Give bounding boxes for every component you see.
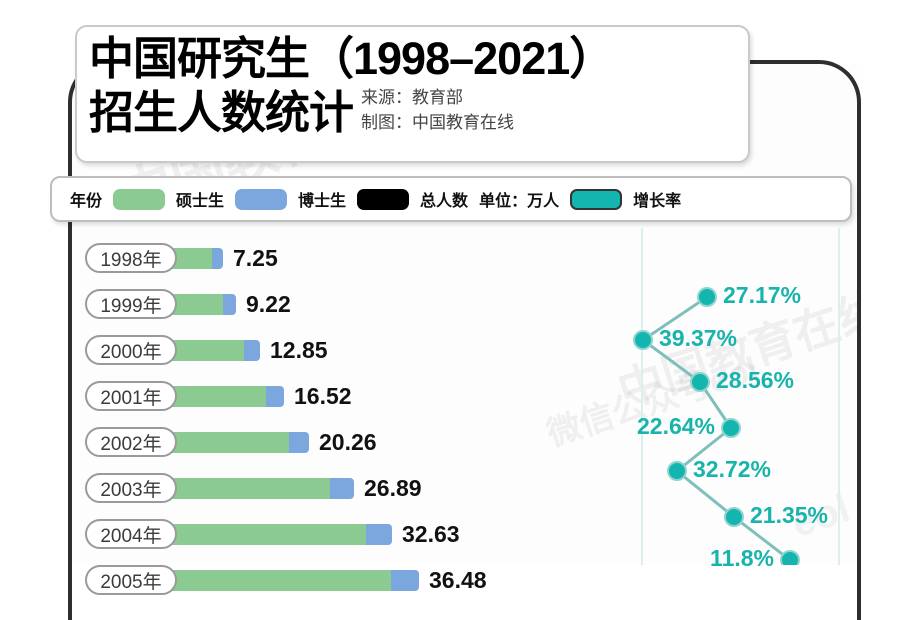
legend-growth-label: 增长率 (633, 193, 682, 210)
bar-segment-master (168, 570, 391, 591)
page-title-line1: 中国研究生（1998–2021） (89, 33, 614, 84)
total-value: 12.85 (270, 337, 328, 363)
stacked-bar (168, 248, 223, 269)
bar-segment-master (168, 248, 212, 269)
growth-rate-label: 11.8% (710, 545, 774, 571)
growth-rate-label: 28.56% (716, 367, 795, 393)
year-pill: 2003年 (85, 473, 177, 503)
legend-total-label: 总人数 (420, 193, 469, 210)
legend-master-label: 硕士生 (176, 193, 225, 210)
bar-segment-master (168, 524, 366, 545)
bar-segment-doctor (366, 524, 392, 545)
page-title-line2: 招生人数统计 (89, 87, 354, 138)
stacked-bar (168, 432, 309, 453)
total-value: 16.52 (294, 383, 352, 409)
total-value: 9.22 (246, 291, 291, 317)
total-value: 32.63 (402, 521, 460, 547)
table-row: 2000年 12.85 (0, 331, 900, 371)
year-pill: 2002年 (85, 427, 177, 457)
legend-year-label: 年份 (70, 193, 103, 210)
year-pill: 2005年 (85, 565, 177, 595)
chart-legend: 年份 硕士生 博士生 总人数 单位：万人 增长率 (50, 176, 852, 222)
stacked-bar (168, 294, 236, 315)
bar-segment-master (168, 478, 330, 499)
table-row: 2003年 26.89 (0, 469, 900, 509)
total-value: 26.89 (364, 475, 422, 501)
legend-swatch-growth (570, 188, 623, 210)
stacked-bar (168, 340, 260, 361)
table-row: 1998年 7.25 (0, 239, 900, 279)
legend-unit-label: 单位：万人 (479, 193, 560, 210)
growth-rate-label: 27.17% (723, 282, 802, 308)
table-row: 2001年 16.52 (0, 377, 900, 417)
bar-segment-master (168, 386, 266, 407)
legend-swatch-doctor (235, 188, 288, 210)
total-value: 20.26 (319, 429, 377, 455)
bar-segment-doctor (244, 340, 260, 361)
bar-segment-doctor (223, 294, 236, 315)
bar-segment-doctor (266, 386, 284, 407)
stacked-bar (168, 524, 392, 545)
legend-doctor-label: 博士生 (298, 193, 347, 210)
table-row: 1999年 9.22 (0, 285, 900, 325)
table-row: 2004年 32.63 (0, 515, 900, 555)
year-pill: 2004年 (85, 519, 177, 549)
source-text: 来源：教育部 (361, 88, 464, 107)
credit-text: 制图：中国教育在线 (361, 113, 515, 132)
stacked-bar (168, 570, 419, 591)
growth-rate-label: 32.72% (693, 456, 772, 482)
bar-segment-doctor (289, 432, 309, 453)
title-card: 中国研究生（1998–2021） 招生人数统计 来源：教育部 制图：中国教育在线 (75, 25, 750, 163)
bar-segment-master (168, 340, 244, 361)
bar-segment-doctor (212, 248, 223, 269)
stacked-bar (168, 478, 354, 499)
source-block: 来源：教育部 制图：中国教育在线 (361, 85, 514, 141)
bar-segment-doctor (391, 570, 419, 591)
year-pill: 2001年 (85, 381, 177, 411)
bar-segment-master (168, 432, 289, 453)
growth-rate-label: 39.37% (659, 325, 738, 351)
year-pill: 1998年 (85, 243, 177, 273)
growth-rate-label: 22.64% (636, 413, 715, 439)
year-pill: 1999年 (85, 289, 177, 319)
table-row: 2002年 20.26 (0, 423, 900, 463)
stacked-bar (168, 386, 284, 407)
gridline-right (838, 228, 840, 565)
legend-swatch-master (113, 188, 166, 210)
year-pill: 2000年 (85, 335, 177, 365)
bar-segment-doctor (330, 478, 354, 499)
growth-rate-label: 21.35% (750, 502, 829, 528)
bar-segment-master (168, 294, 223, 315)
legend-swatch-total (357, 188, 410, 210)
total-value: 36.48 (429, 567, 487, 593)
total-value: 7.25 (233, 245, 278, 271)
